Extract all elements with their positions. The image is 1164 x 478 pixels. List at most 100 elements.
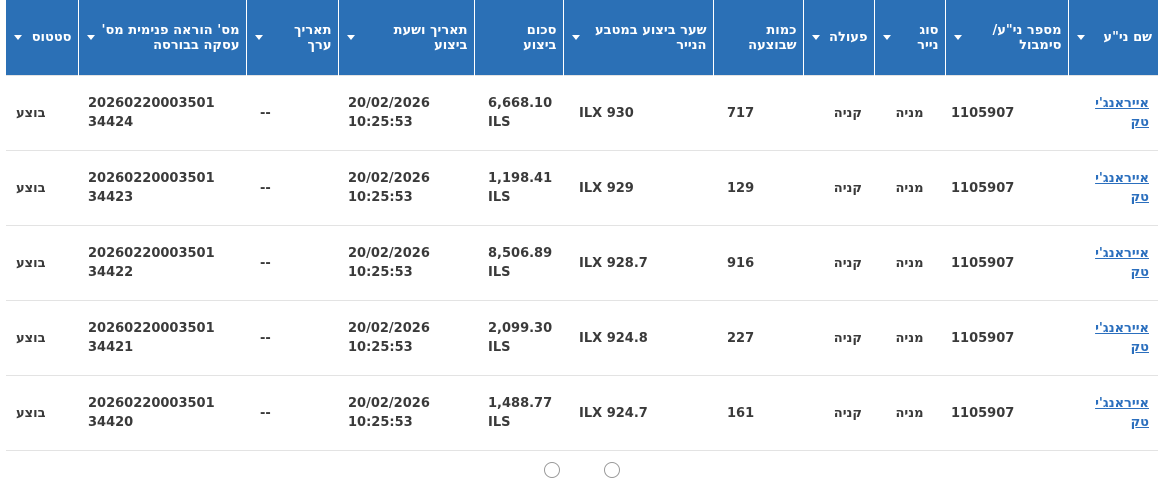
exchange-deal-number: 34422: [88, 265, 134, 280]
col-header-value-date[interactable]: תאריך ערך: [245, 0, 338, 76]
cell-value-date: --: [246, 75, 338, 151]
cell-amount: 1,488.77 ILS: [474, 375, 563, 451]
caret-down-icon: [14, 34, 22, 40]
security-name-link[interactable]: אייראנג'י טק: [1095, 246, 1149, 280]
col-header-value-date-label: תאריך ערך: [293, 22, 332, 53]
cell-rate: ILX 929: [563, 150, 713, 226]
cell-name: אייראנג'י טק: [1068, 75, 1158, 151]
cell-type: מניה: [874, 150, 945, 226]
exchange-deal-number: 34424: [88, 115, 134, 130]
cell-value-date: --: [246, 375, 338, 451]
cell-qty: 129: [713, 150, 803, 226]
cell-datetime: 20/02/2026 10:25:53: [338, 150, 474, 226]
caret-down-icon: [254, 34, 263, 40]
rate-value: 924.8: [606, 330, 648, 346]
col-header-name[interactable]: שם ני"ע: [1067, 0, 1158, 76]
cell-type: מניה: [874, 300, 945, 376]
col-header-datetime-label: תאריך ושעת ביצוע: [393, 22, 468, 53]
col-header-symbol[interactable]: מספר ני"ע/ סימבול: [944, 0, 1068, 76]
cell-action: קניה: [803, 375, 874, 451]
rate-value: 930: [606, 105, 634, 121]
amount-currency: ILS: [488, 115, 511, 130]
col-header-action-label: פעולה: [829, 30, 868, 45]
cell-action: קניה: [803, 75, 874, 151]
cell-symbol: 1105907: [945, 300, 1068, 376]
table-header-row: שם ני"ע מספר ני"ע/ סימבול סוג נייר פעולה…: [6, 0, 1158, 76]
col-header-rate[interactable]: שער ביצוע במטבע הנייר: [562, 0, 713, 76]
internal-order-number: 20260220003501: [88, 171, 215, 186]
cell-status: בוצע: [6, 225, 78, 301]
amount-currency: ILS: [488, 340, 511, 355]
cell-amount: 2,099.30 ILS: [474, 300, 563, 376]
table-row: אייראנג'י טק 1105907 מניה קניה 916 ILX 9…: [6, 225, 1158, 301]
pager-next-button[interactable]: [604, 462, 620, 478]
col-header-qty-label: כמות שבוצעה: [748, 22, 797, 53]
col-header-ref-label: מס' הוראה פנימית מס' עסקה בבורסה: [101, 22, 240, 53]
cell-value-date: --: [246, 300, 338, 376]
amount-currency: ILS: [488, 265, 511, 280]
cell-rate: ILX 928.7: [563, 225, 713, 301]
exec-time: 10:25:53: [348, 190, 413, 205]
cell-type: מניה: [874, 225, 945, 301]
cell-amount: 8,506.89 ILS: [474, 225, 563, 301]
cell-rate: ILX 930: [563, 75, 713, 151]
col-header-status[interactable]: סטטוס: [6, 0, 78, 76]
col-header-name-label: שם ני"ע: [1103, 30, 1152, 45]
cell-status: בוצע: [6, 300, 78, 376]
security-name-link[interactable]: אייראנג'י טק: [1095, 171, 1149, 205]
exchange-deal-number: 34423: [88, 190, 134, 205]
col-header-symbol-label: מספר ני"ע/ סימבול: [992, 22, 1062, 53]
rate-currency: ILX: [579, 330, 603, 346]
col-header-type[interactable]: סוג נייר: [873, 0, 945, 76]
security-name-link[interactable]: אייראנג'י טק: [1095, 321, 1149, 355]
table-row: אייראנג'י טק 1105907 מניה קניה 227 ILX 9…: [6, 300, 1158, 376]
cell-datetime: 20/02/2026 10:25:53: [338, 225, 474, 301]
cell-symbol: 1105907: [945, 150, 1068, 226]
table-row: אייראנג'י טק 1105907 מניה קניה 161 ILX 9…: [6, 375, 1158, 451]
col-header-ref[interactable]: מס' הוראה פנימית מס' עסקה בבורסה: [77, 0, 246, 76]
cell-symbol: 1105907: [945, 225, 1068, 301]
cell-action: קניה: [803, 150, 874, 226]
cell-status: בוצע: [6, 150, 78, 226]
cell-datetime: 20/02/2026 10:25:53: [338, 75, 474, 151]
exec-time: 10:25:53: [348, 115, 413, 130]
exec-time: 10:25:53: [348, 340, 413, 355]
cell-action: קניה: [803, 225, 874, 301]
table-row: אייראנג'י טק 1105907 מניה קניה 129 ILX 9…: [6, 150, 1158, 226]
exec-date: 20/02/2026: [348, 96, 430, 111]
col-header-action[interactable]: פעולה: [802, 0, 874, 76]
rate-currency: ILX: [579, 405, 603, 421]
amount-value: 1,198.41: [488, 171, 553, 186]
cell-rate: ILX 924.7: [563, 375, 713, 451]
rate-value: 929: [606, 180, 634, 196]
cell-ref: 20260220003501 34423: [78, 150, 246, 226]
cell-name: אייראנג'י טק: [1068, 375, 1158, 451]
col-header-qty: כמות שבוצעה: [712, 0, 803, 76]
rate-currency: ILX: [579, 180, 603, 196]
cell-symbol: 1105907: [945, 75, 1068, 151]
cell-qty: 717: [713, 75, 803, 151]
exec-time: 10:25:53: [348, 265, 413, 280]
caret-down-icon: [571, 34, 580, 40]
pager-prev-button[interactable]: [544, 462, 560, 478]
exec-time: 10:25:53: [348, 415, 413, 430]
rate-value: 928.7: [606, 255, 648, 271]
col-header-amount: סכום ביצוע: [473, 0, 563, 76]
col-header-amount-label: סכום ביצוע: [523, 22, 557, 53]
pagination: [0, 462, 1164, 478]
exchange-deal-number: 34421: [88, 340, 134, 355]
cell-type: מניה: [874, 375, 945, 451]
cell-amount: 6,668.10 ILS: [474, 75, 563, 151]
exec-date: 20/02/2026: [348, 171, 430, 186]
caret-down-icon: [346, 34, 355, 40]
cell-value-date: --: [246, 150, 338, 226]
exec-date: 20/02/2026: [348, 396, 430, 411]
security-name-link[interactable]: אייראנג'י טק: [1095, 96, 1149, 130]
col-header-status-label: סטטוס: [31, 30, 72, 45]
amount-currency: ILS: [488, 415, 511, 430]
col-header-datetime[interactable]: תאריך ושעת ביצוע: [337, 0, 474, 76]
cell-datetime: 20/02/2026 10:25:53: [338, 375, 474, 451]
security-name-link[interactable]: אייראנג'י טק: [1095, 396, 1149, 430]
cell-datetime: 20/02/2026 10:25:53: [338, 300, 474, 376]
cell-ref: 20260220003501 34422: [78, 225, 246, 301]
